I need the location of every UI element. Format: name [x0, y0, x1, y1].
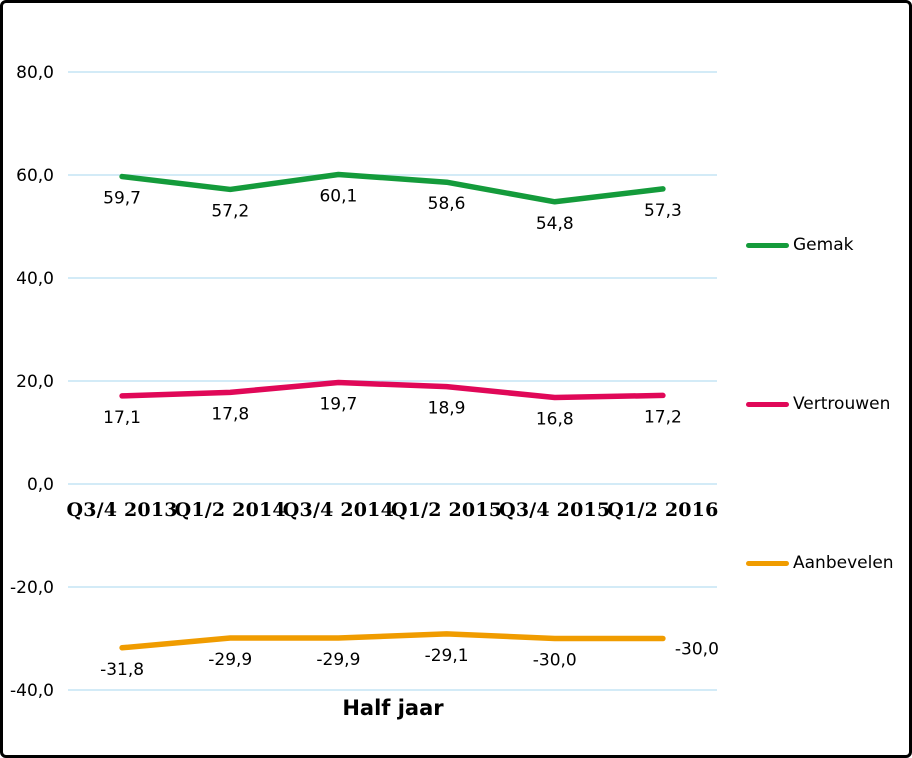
y-axis-tick-label: 80,0 — [16, 63, 54, 83]
data-label-aanbevelen: -29,1 — [425, 646, 469, 666]
data-label-aanbevelen: -30,0 — [675, 640, 719, 660]
y-axis-tick-label: 0,0 — [27, 475, 54, 495]
x-axis-category-label: Q1/2 2014 — [175, 499, 286, 521]
data-label-gemak: 60,1 — [319, 186, 357, 206]
data-label-gemak: 57,2 — [211, 201, 249, 221]
series-line-aanbevelen — [119, 631, 666, 651]
data-label-gemak: 54,8 — [536, 214, 574, 234]
data-label-gemak: 58,6 — [428, 194, 466, 214]
data-label-vertrouwen: 18,9 — [428, 399, 466, 419]
data-label-vertrouwen: 19,7 — [319, 395, 357, 415]
data-label-vertrouwen: 16,8 — [536, 409, 574, 429]
x-axis-category-label: Q1/2 2015 — [391, 499, 502, 521]
x-axis-title: Half jaar — [342, 696, 444, 720]
data-label-gemak: 57,3 — [644, 201, 682, 221]
x-axis-category-label: Q1/2 2016 — [607, 499, 718, 521]
x-axis-category-label: Q3/4 2014 — [283, 499, 394, 521]
series-line-vertrouwen — [119, 379, 666, 401]
x-axis-category-label: Q3/4 2015 — [499, 499, 610, 521]
data-label-vertrouwen: 17,8 — [211, 404, 249, 424]
data-label-aanbevelen: -31,8 — [100, 660, 144, 680]
y-axis-tick-label: 20,0 — [16, 372, 54, 392]
data-label-vertrouwen: 17,1 — [103, 408, 141, 428]
x-axis-category-label: Q3/4 2013 — [66, 499, 177, 521]
data-label-aanbevelen: -29,9 — [316, 650, 360, 670]
y-axis-tick-label: -40,0 — [10, 681, 54, 701]
data-label-aanbevelen: -29,9 — [208, 650, 252, 670]
data-label-vertrouwen: 17,2 — [644, 407, 682, 427]
data-label-gemak: 59,7 — [103, 189, 141, 209]
y-axis-tick-label: 40,0 — [16, 269, 54, 289]
y-axis-tick-label: -20,0 — [10, 578, 54, 598]
y-axis-tick-label: 60,0 — [16, 166, 54, 186]
data-label-aanbevelen: -30,0 — [533, 651, 577, 671]
series-line-gemak — [119, 171, 666, 205]
